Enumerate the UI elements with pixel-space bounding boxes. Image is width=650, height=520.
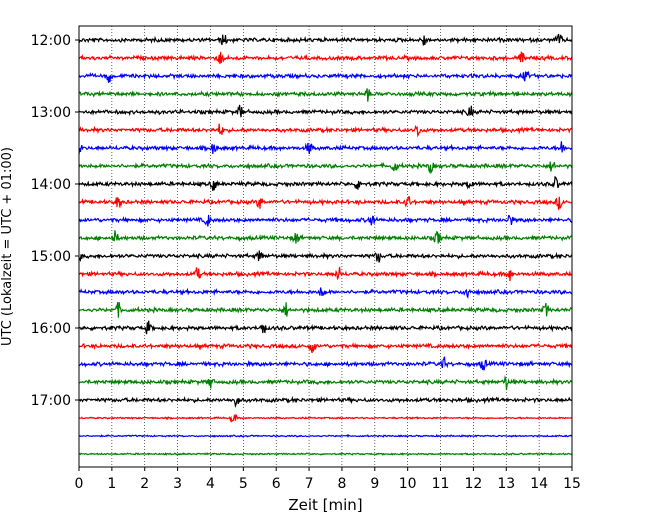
seismic-trace — [78, 230, 573, 244]
seismic-trace — [78, 51, 573, 65]
x-tick-label: 13 — [497, 476, 515, 492]
x-tick-label: 15 — [563, 476, 581, 492]
plot-frame — [78, 25, 573, 468]
seismic-trace — [78, 452, 573, 456]
y-axis-ticks: 12:00 13:00 14:00 15:00 16:00 17:00 — [31, 33, 79, 409]
seismic-trace — [78, 342, 573, 354]
x-tick-label: 6 — [272, 476, 281, 492]
seismic-trace — [78, 71, 573, 83]
seismic-trace — [78, 302, 573, 318]
x-tick-label: 4 — [206, 476, 215, 492]
x-tick-label: 2 — [140, 476, 149, 492]
x-tick-label: 3 — [173, 476, 182, 492]
seismic-trace — [78, 266, 573, 281]
seismic-trace — [78, 88, 573, 102]
seismic-trace — [78, 433, 573, 439]
seismic-trace — [78, 250, 573, 263]
y-tick-label: 16:00 — [31, 321, 71, 337]
x-tick-label: 5 — [239, 476, 248, 492]
x-tick-label: 7 — [305, 476, 314, 492]
x-tick-label: 12 — [464, 476, 482, 492]
seismic-trace — [78, 356, 573, 371]
y-tick-label: 17:00 — [31, 393, 71, 409]
seismic-trace — [78, 413, 572, 423]
y-tick-label: 12:00 — [31, 33, 71, 49]
seismic-trace — [78, 287, 573, 299]
y-tick-label: 14:00 — [31, 177, 71, 193]
x-tick-label: 8 — [337, 476, 346, 492]
y-axis-label: UTC (Lokalzeit = UTC + 01:00) — [0, 147, 15, 346]
seismic-trace — [78, 214, 573, 227]
x-tick-label: 10 — [399, 476, 417, 492]
seismic-trace — [78, 175, 573, 191]
x-tick-label: 0 — [75, 476, 84, 492]
seismic-trace — [78, 104, 573, 118]
trace-group — [78, 33, 573, 456]
x-tick-label: 11 — [432, 476, 450, 492]
x-tick-label: 9 — [370, 476, 379, 492]
seismic-trace — [78, 33, 573, 46]
seismic-trace — [78, 123, 573, 138]
x-axis-label: Zeit [min] — [288, 496, 362, 514]
y-tick-label: 15:00 — [31, 249, 71, 265]
x-axis-ticks: 0 1 2 3 4 5 6 7 8 9 10 11 12 13 14 15 — [75, 467, 581, 492]
seismic-trace — [78, 374, 573, 390]
seismic-trace — [78, 161, 573, 174]
seismic-trace — [78, 395, 573, 409]
seismic-trace — [78, 320, 573, 335]
x-tick-label: 14 — [530, 476, 548, 492]
seismic-trace — [78, 196, 573, 210]
y-tick-label: 13:00 — [31, 105, 71, 121]
x-tick-label: 1 — [107, 476, 116, 492]
seismic-trace — [78, 141, 573, 155]
